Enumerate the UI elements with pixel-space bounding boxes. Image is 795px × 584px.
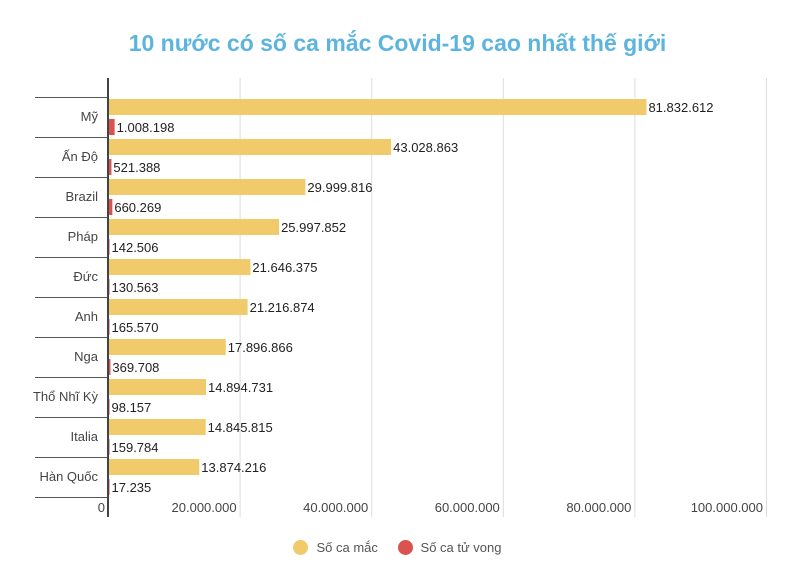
category-label: Brazil — [65, 189, 98, 204]
legend-label-deaths: Số ca tử vong — [420, 540, 502, 555]
data-label: 25.997.852 — [281, 220, 346, 235]
data-label: 14.845.815 — [208, 420, 273, 435]
x-tick-label: 20.000.000 — [172, 500, 237, 515]
bar-deaths — [108, 159, 112, 175]
bar-cases — [108, 99, 647, 115]
category-label: Pháp — [68, 229, 98, 244]
bar-cases — [108, 179, 306, 195]
category-label: Nga — [74, 349, 99, 364]
legend-swatch-cases — [293, 540, 309, 555]
category-label: Anh — [75, 309, 98, 324]
data-label: 21.216.874 — [250, 300, 315, 315]
legend: Số ca mắc Số ca tử vong — [0, 540, 795, 558]
data-label: 1.008.198 — [117, 120, 175, 135]
data-label: 165.570 — [112, 320, 159, 335]
chart-title: 10 nước có số ca mắc Covid-19 cao nhất t… — [128, 30, 667, 56]
bar-deaths — [108, 199, 113, 215]
data-label: 369.708 — [112, 360, 159, 375]
x-tick-label: 60.000.000 — [435, 500, 500, 515]
legend-swatch-deaths — [397, 540, 413, 555]
data-label: 130.563 — [112, 280, 159, 295]
category-label: Ấn Độ — [62, 149, 98, 164]
bar-cases — [108, 219, 280, 235]
data-label: 17.896.866 — [228, 340, 293, 355]
legend-label-cases: Số ca mắc — [316, 540, 378, 555]
data-label: 521.388 — [113, 160, 160, 175]
bar-cases — [108, 379, 207, 395]
legend-item-cases[interactable]: Số ca mắc — [293, 540, 378, 555]
bar-cases — [108, 339, 226, 355]
bar-cases — [108, 299, 248, 315]
category-label: Hàn Quốc — [39, 469, 98, 484]
bar-deaths — [108, 359, 111, 375]
x-tick-label: 100.000.000 — [691, 500, 763, 515]
data-label: 142.506 — [112, 240, 159, 255]
bar-cases — [108, 139, 392, 155]
data-label: 81.832.612 — [648, 100, 713, 115]
bar-cases — [108, 459, 200, 475]
x-tick-label: 80.000.000 — [566, 500, 631, 515]
category-label: Thổ Nhĩ Kỳ — [33, 389, 99, 404]
data-label: 98.157 — [112, 400, 152, 415]
data-label: 159.784 — [112, 440, 159, 455]
data-label: 21.646.375 — [252, 260, 317, 275]
category-label: Mỹ — [81, 109, 99, 124]
category-label: Đức — [73, 269, 98, 284]
legend-item-deaths[interactable]: Số ca tử vong — [397, 540, 502, 555]
data-label: 13.874.216 — [201, 460, 266, 475]
bar-cases — [108, 259, 251, 275]
category-label: Italia — [71, 429, 99, 444]
x-tick-label: 40.000.000 — [303, 500, 368, 515]
data-label: 43.028.863 — [393, 140, 458, 155]
data-label: 660.269 — [114, 200, 161, 215]
bar-cases — [108, 419, 206, 435]
data-label: 14.894.731 — [208, 380, 273, 395]
data-label: 29.999.816 — [307, 180, 372, 195]
data-label: 17.235 — [112, 480, 152, 495]
bar-deaths — [108, 119, 115, 135]
x-tick-label: 0 — [98, 500, 105, 515]
